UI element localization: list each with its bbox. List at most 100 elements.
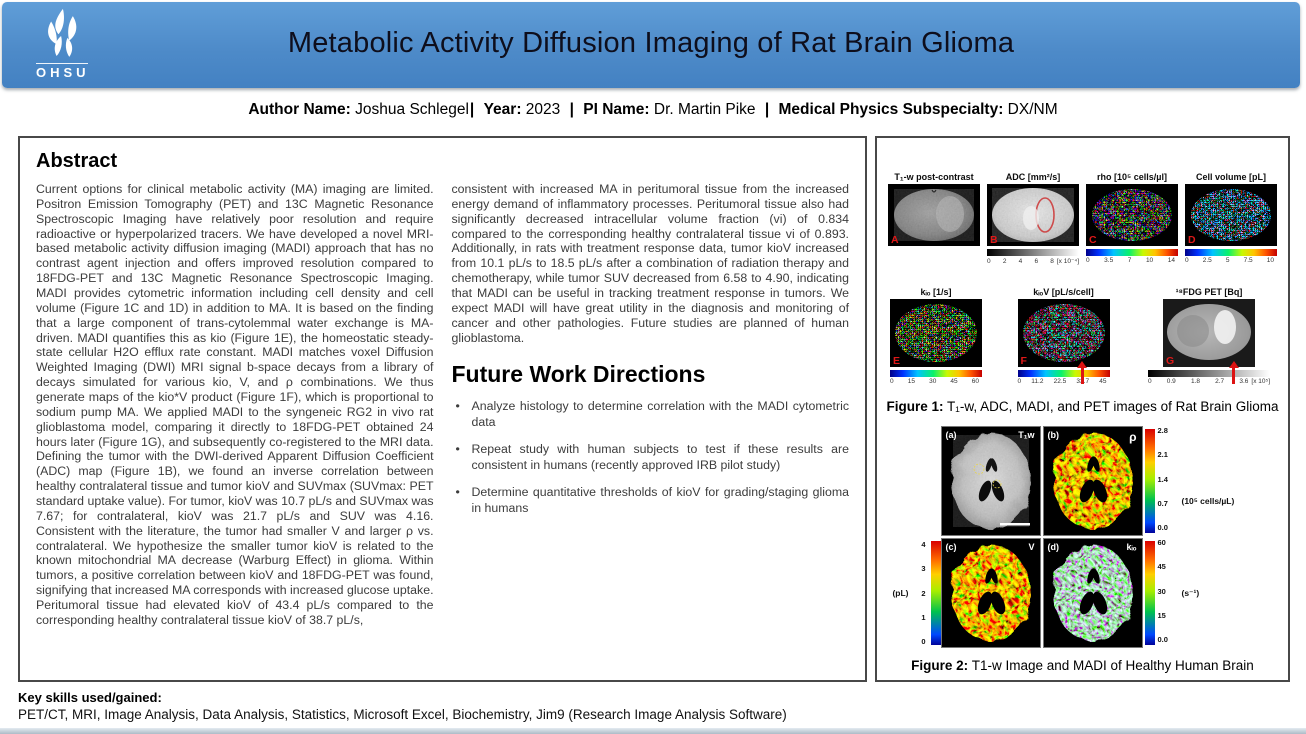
fig1-panel-c: rho [10⁵ cells/µl] C 0 3.5 7 10 14 xyxy=(1084,172,1180,265)
tick-label: 30 xyxy=(929,378,937,385)
tick-label: 0 xyxy=(1185,257,1189,264)
tick-label: 7.5 xyxy=(1243,257,1253,264)
figure2-row2: (pL) 4 3 2 1 0 xyxy=(887,538,1279,648)
tick-label: 0.7 xyxy=(1157,498,1168,508)
colorbar-ticks: 2.8 2.1 1.4 0.7 0.0 xyxy=(1158,426,1178,532)
panel-tag: V xyxy=(1028,542,1035,552)
tick-label: 10 xyxy=(1145,257,1154,264)
panel-title: ¹⁸FDG PET [Bq] xyxy=(1175,287,1243,297)
tick-label: 22.5 xyxy=(1053,378,1067,385)
colorbar-ticks: 4 3 2 1 0 xyxy=(912,540,926,646)
tick-label: 0 xyxy=(890,378,894,385)
key-skills-footer: Key skills used/gained: PET/CT, MRI, Ima… xyxy=(18,690,1288,722)
tick-label: 0.0 xyxy=(1157,635,1168,644)
tick-label: 2.1 xyxy=(1157,450,1168,460)
ohsu-flame-icon xyxy=(48,8,77,57)
colorbar-ticks: 0 15 30 45 60 xyxy=(890,378,979,385)
future-work-list: Analyze histology to determine correlati… xyxy=(452,399,849,516)
future-work-heading: Future Work Directions xyxy=(451,361,706,388)
panel-title: T₁-w post-contrast xyxy=(894,172,974,182)
panel-tag: ρ xyxy=(1129,430,1137,444)
tick-label: 4 xyxy=(1018,258,1023,265)
figure1-caption-label: Figure 1: xyxy=(886,399,944,414)
abstract-column-1: Current options for clinical metabolic a… xyxy=(36,182,434,627)
tick-label: 1 xyxy=(921,612,926,622)
figure2-colorbar-kio xyxy=(1144,538,1155,648)
figure2-row1: (a) T₁w (b) xyxy=(887,426,1279,536)
colorbar-unit: [x 10⁻⁴] xyxy=(1056,258,1079,265)
tick-label: 2.5 xyxy=(1202,257,1212,264)
tick-label: 8 xyxy=(1050,258,1054,265)
tick-label: 0.0 xyxy=(1157,523,1168,532)
colorbar: 0 15 30 45 60 xyxy=(890,370,982,385)
human-brain-kio-map: (d) kᵢₒ xyxy=(1042,538,1143,648)
tick-label: 0 xyxy=(1148,378,1152,385)
key-skills-list: PET/CT, MRI, Image Analysis, Data Analys… xyxy=(18,707,787,722)
tick-label: 0.9 xyxy=(1166,378,1176,385)
figure2-colorbar-v: (pL) 4 3 2 1 0 xyxy=(887,538,941,648)
colorbar: 0 2.5 5 7.5 10 xyxy=(1185,249,1277,264)
rat-brain-t1w-image: A xyxy=(888,184,980,246)
year-value: 2023 xyxy=(525,101,561,118)
colorbar: 0 3.5 7 10 14 xyxy=(1086,249,1178,264)
key-skills-label: Key skills used/gained: xyxy=(18,690,162,705)
panel-letter: C xyxy=(1089,234,1097,246)
colorbar-unit: (s⁻¹) xyxy=(1181,587,1200,598)
fig1-panel-g: ¹⁸FDG PET [Bq] G 0 0.9 1.8 2.7 3.6 [ xyxy=(1143,287,1275,385)
figure1-caption-text: T₁-w, ADC, MADI, and PET images of Rat B… xyxy=(943,399,1279,414)
pi-label: PI Name: xyxy=(583,101,650,118)
rat-brain-kio-map: E xyxy=(890,299,982,367)
rat-brain-kiov-map: F xyxy=(1017,299,1110,367)
tick-label: 10 xyxy=(1266,257,1274,264)
tick-label: 0 xyxy=(1086,257,1090,264)
panel-letter: D xyxy=(1188,234,1196,246)
tick-label: 3.5 xyxy=(1104,257,1114,264)
tick-label: 5 xyxy=(1225,257,1230,264)
panel-title: Cell volume [pL] xyxy=(1195,172,1266,182)
future-work-item-3: Determine quantitative thresholds of kio… xyxy=(452,485,849,516)
rat-brain-cell-volume-map: D xyxy=(1185,184,1277,246)
poster-title: Metabolic Activity Diffusion Imaging of … xyxy=(287,27,1015,60)
author-label: Author Name: xyxy=(248,101,351,118)
colorbar-unit: (pL) xyxy=(892,588,909,598)
separator: | xyxy=(469,101,475,118)
human-brain-t1w-image: (a) T₁w xyxy=(940,426,1041,536)
figure2-caption-label: Figure 2: xyxy=(911,658,969,673)
colorbar-ticks: 60 45 30 15 0.0 xyxy=(1158,538,1178,644)
bottom-edge-strip xyxy=(0,728,1306,734)
grayscale-colorbar xyxy=(987,249,1079,256)
red-arrow-marker xyxy=(1077,361,1088,384)
figure2-colorbar-rho xyxy=(1144,426,1155,536)
panel-title: ADC [mm²/s] xyxy=(1005,172,1061,182)
separator: | xyxy=(569,101,574,118)
colorbar-ticks: 0 0.9 1.8 2.7 3.6 xyxy=(1148,378,1248,385)
tick-label: 3.6 xyxy=(1239,378,1249,385)
figure2-caption-text: T1-w Image and MADI of Healthy Human Bra… xyxy=(968,658,1254,673)
tick-label: 14 xyxy=(1167,257,1175,264)
figures-box: T₁-w post-contrast A ADC [mm²/s] xyxy=(875,136,1290,682)
jet-colorbar xyxy=(1017,370,1110,377)
pi-value: Dr. Martin Pike xyxy=(653,101,756,118)
tick-label: 30 xyxy=(1157,586,1166,596)
tick-label: 15 xyxy=(907,378,915,385)
red-arrow-marker xyxy=(1228,361,1239,384)
colorbar-ticks: 0 2 4 6 8 xyxy=(987,258,1054,265)
figure2-block: (a) T₁w (b) xyxy=(887,426,1279,648)
jet-colorbar xyxy=(890,370,982,377)
panel-title: kᵢₒ [1/s] xyxy=(920,287,952,297)
fig1-panel-b: ADC [mm²/s] B 0 2 4 6 8 [x 10⁻⁴] xyxy=(985,172,1081,265)
colorbar: 0 2 4 6 8 [x 10⁻⁴] xyxy=(987,249,1079,265)
human-brain-rho-map: (b) ρ xyxy=(1042,426,1143,536)
panel-letter: G xyxy=(1166,355,1175,367)
colorbar-unit: [x 10⁵] xyxy=(1251,378,1270,385)
colorbar-unit: (10⁵ cells/µL) xyxy=(1181,496,1235,506)
figure1-row1: T₁-w post-contrast A ADC [mm²/s] xyxy=(882,172,1283,265)
abstract-column-2: consistent with increased MA in peritumo… xyxy=(452,182,850,628)
author-value: Joshua Schlegel xyxy=(355,101,469,118)
panel-tag: T₁w xyxy=(1018,430,1035,440)
figure2-caption: Figure 2: T1-w Image and MADI of Healthy… xyxy=(882,658,1283,673)
fig1-panel-e: kᵢₒ [1/s] E 0 15 30 45 60 xyxy=(888,287,984,385)
tick-label: 15 xyxy=(1157,610,1166,620)
jet-colorbar xyxy=(1086,249,1178,256)
tick-label: 60 xyxy=(1157,538,1166,547)
